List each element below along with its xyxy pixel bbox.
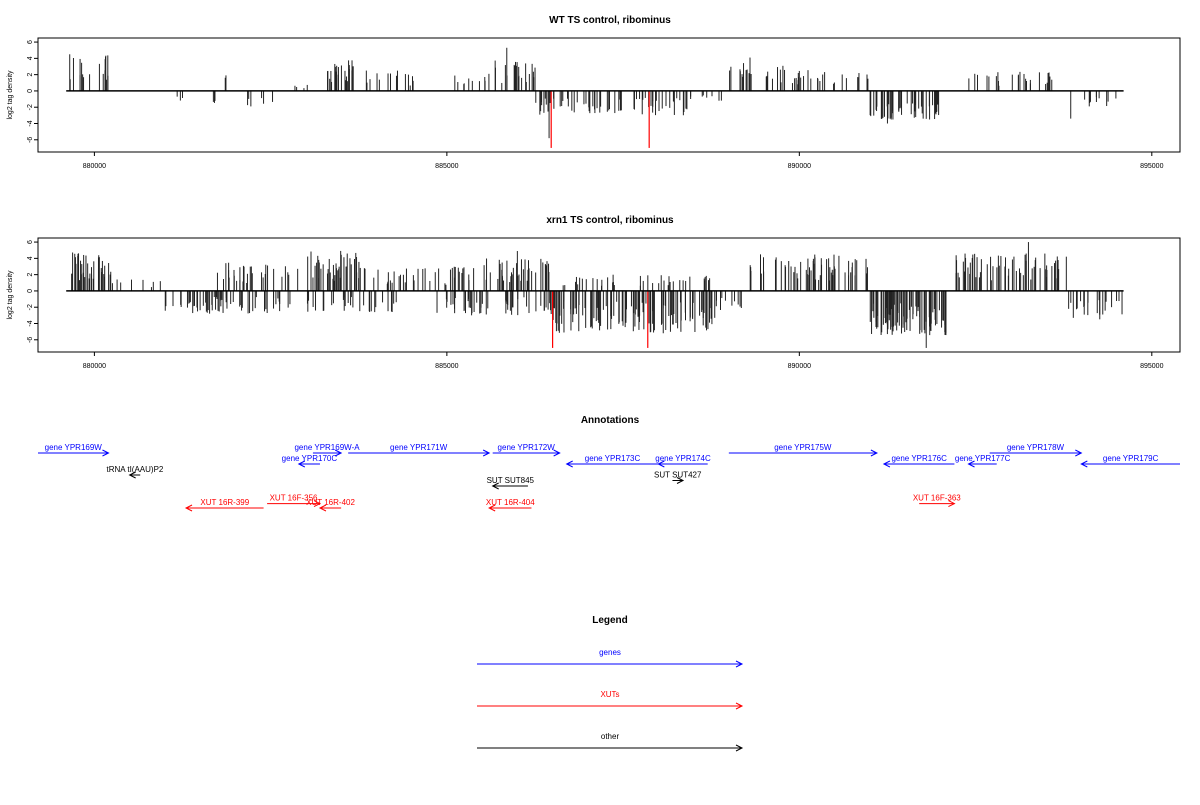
annotation-label: SUT SUT427 <box>654 471 702 480</box>
annotation-arrow <box>672 477 685 484</box>
annotation-arrow <box>312 449 343 457</box>
annotation-label: gene YPR169W <box>45 443 103 452</box>
annotation-label: gene YPR171W <box>390 443 448 452</box>
x-tick-label: 885000 <box>435 363 458 370</box>
annotation-label: gene YPR178W <box>1007 443 1065 452</box>
y-tick-label: -4 <box>27 320 34 326</box>
y-tick-label: 6 <box>27 40 34 44</box>
wt-track-bars <box>66 47 1124 148</box>
annotation-arrow <box>565 460 659 468</box>
annotation-label: gene YPR174C <box>655 454 711 463</box>
annotation-arrow <box>348 449 491 457</box>
annotation-label: gene YPR170C <box>282 454 338 463</box>
annotation-label: XUT 16R-399 <box>200 498 249 507</box>
y-tick-label: 4 <box>27 56 34 60</box>
legend-entries: genes XUTs other <box>477 648 744 752</box>
annotation-arrow <box>491 482 528 490</box>
xrn1-track-ylabel: log2 tag density <box>7 270 14 320</box>
y-tick-label: 4 <box>27 256 34 260</box>
y-tick-label: -6 <box>27 337 34 343</box>
annotation-label: XUT 16F-363 <box>913 494 961 503</box>
wt-track-frame <box>37 37 1181 153</box>
wt-track-panel: WT TS control, ribominus log2 tag densit… <box>7 15 1181 170</box>
annotation-arrow <box>919 500 956 508</box>
annotation-label: XUT 16R-404 <box>486 498 535 507</box>
y-tick-label: -2 <box>27 304 34 310</box>
annotation-arrow <box>297 460 320 468</box>
legend-panel: Legend genes XUTs other <box>477 615 744 752</box>
annotation-arrow <box>492 449 561 457</box>
x-tick-label: 885000 <box>435 163 458 170</box>
annotation-label: XUT 16R-402 <box>306 498 355 507</box>
legend-arrow <box>477 702 744 710</box>
annotations-panel: Annotations gene YPR169W gene YPR169W-Age… <box>38 415 1180 512</box>
annotation-label: gene YPR177C <box>955 454 1011 463</box>
legend-label: other <box>601 732 620 741</box>
annotation-label: SUT SUT845 <box>487 476 535 485</box>
y-tick-label: -6 <box>27 137 34 143</box>
x-tick-label: 890000 <box>788 163 811 170</box>
xrn1-track-bars <box>66 242 1124 348</box>
annotation-arrow <box>989 449 1083 457</box>
y-tick-label: 0 <box>27 289 34 293</box>
annotation-arrow <box>128 471 141 479</box>
annotation-label: gene YPR176C <box>891 454 947 463</box>
wt-track-title: WT TS control, ribominus <box>549 15 671 26</box>
annotations-title: Annotations <box>581 415 640 426</box>
annotation-label: XUT 16F-356 <box>270 494 318 503</box>
annotation-arrow <box>267 500 322 508</box>
xrn1-track-y-axis: -6 -4 -2 0 2 4 6 <box>27 240 38 343</box>
x-tick-label: 895000 <box>1140 363 1163 370</box>
annotation-arrow <box>1080 460 1180 468</box>
annotation-arrow <box>728 449 878 457</box>
y-tick-label: 2 <box>27 73 34 77</box>
legend-title: Legend <box>592 615 628 626</box>
annotation-label: gene YPR175W <box>774 443 832 452</box>
annotation-arrow <box>38 449 110 457</box>
annotation-arrow <box>184 504 264 512</box>
y-tick-label: -2 <box>27 104 34 110</box>
legend-label: XUTs <box>600 690 619 699</box>
legend-label: genes <box>599 648 621 657</box>
x-tick-label: 895000 <box>1140 163 1163 170</box>
xrn1-track-x-axis: 880000 885000 890000 895000 <box>83 352 1164 370</box>
x-tick-label: 880000 <box>83 163 106 170</box>
annotation-label: gene YPR173C <box>585 454 641 463</box>
annotation-arrow <box>318 504 342 512</box>
y-tick-label: 6 <box>27 240 34 244</box>
legend-arrow <box>477 744 744 752</box>
annotation-arrow <box>882 460 955 468</box>
annotation-arrow <box>657 460 708 468</box>
x-tick-label: 880000 <box>83 363 106 370</box>
annotation-arrow <box>967 460 997 468</box>
y-tick-label: 0 <box>27 89 34 93</box>
xrn1-track-title: xrn1 TS control, ribominus <box>546 215 674 226</box>
annotation-label: gene YPR172W <box>498 443 556 452</box>
x-tick-label: 890000 <box>788 363 811 370</box>
xrn1-track-frame <box>37 237 1181 353</box>
y-tick-label: -4 <box>27 120 34 126</box>
annotation-features: gene YPR169W gene YPR169W-A gene YPR170C ge… <box>38 443 1180 512</box>
y-tick-label: 2 <box>27 273 34 277</box>
annotation-arrow <box>488 504 532 512</box>
annotation-label: gene YPR169W-A <box>294 443 360 452</box>
annotation-label: tRNA tI(AAU)P2 <box>106 465 163 474</box>
legend-arrow <box>477 660 744 668</box>
annotation-label: gene YPR179C <box>1103 454 1159 463</box>
xrn1-track-panel: xrn1 TS control, ribominus log2 tag dens… <box>7 215 1181 370</box>
wt-track-ylabel: log2 tag density <box>7 70 14 120</box>
wt-track-y-axis: -6 -4 -2 0 2 4 6 <box>27 40 38 143</box>
wt-track-x-axis: 880000 885000 890000 895000 <box>83 152 1164 170</box>
